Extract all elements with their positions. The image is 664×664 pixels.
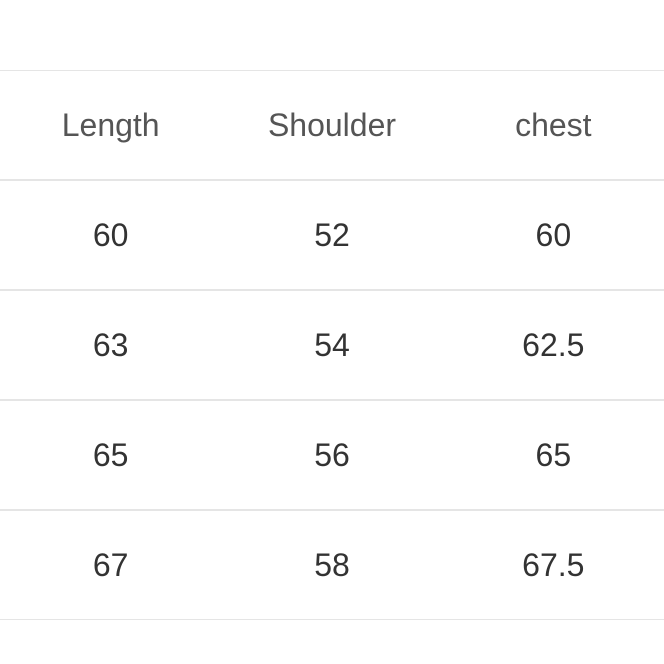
cell-shoulder: 52 — [221, 217, 442, 254]
cell-chest: 62.5 — [443, 327, 664, 364]
cell-shoulder: 56 — [221, 437, 442, 474]
column-header-chest: chest — [443, 107, 664, 144]
cell-shoulder: 58 — [221, 547, 442, 584]
cell-chest: 60 — [443, 217, 664, 254]
cell-length: 67 — [0, 547, 221, 584]
table-row: 63 54 62.5 — [0, 290, 664, 400]
cell-chest: 65 — [443, 437, 664, 474]
column-header-length: Length — [0, 107, 221, 144]
cell-chest: 67.5 — [443, 547, 664, 584]
column-header-shoulder: Shoulder — [221, 107, 442, 144]
cell-length: 65 — [0, 437, 221, 474]
table-row: 65 56 65 — [0, 400, 664, 510]
cell-length: 63 — [0, 327, 221, 364]
table-row: 67 58 67.5 — [0, 510, 664, 620]
size-table: Length Shoulder chest 60 52 60 63 54 62.… — [0, 0, 664, 620]
table-row: 60 52 60 — [0, 180, 664, 290]
cell-length: 60 — [0, 217, 221, 254]
cell-shoulder: 54 — [221, 327, 442, 364]
table-header-row: Length Shoulder chest — [0, 70, 664, 180]
